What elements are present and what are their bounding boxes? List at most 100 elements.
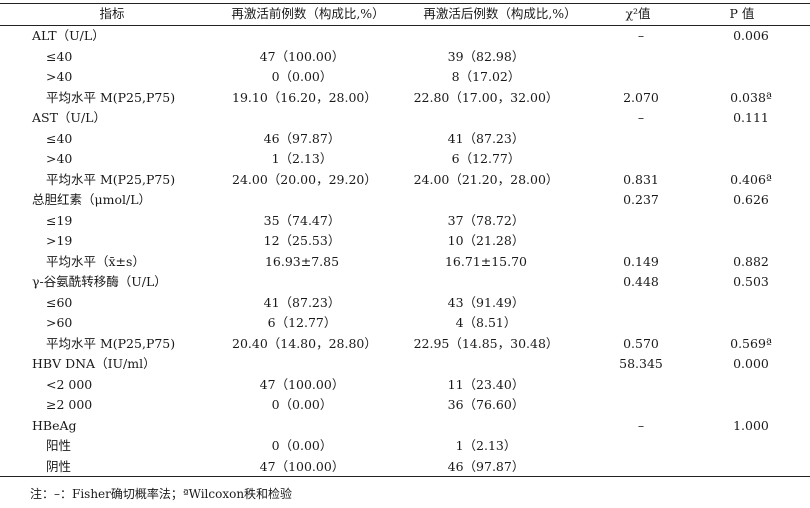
table-row: 阴性 47（100.00） 46（97.87）	[0, 457, 810, 477]
row-before-value: 6（12.77）	[267, 315, 337, 330]
table-row: ≤40 47（100.00） 39（82.98）	[0, 47, 810, 67]
row-chi-square: 0.237	[623, 192, 659, 207]
row-label: HBeAg	[32, 417, 77, 433]
row-p-value: 0.882	[733, 253, 769, 269]
row-after-value: 22.95（14.85，30.48）	[413, 335, 559, 351]
table-row: ≤60 41（87.23） 43（91.49）	[0, 293, 810, 313]
table-header-rule	[0, 25, 810, 26]
row-chi-square: –	[637, 110, 645, 125]
header-indicator: 指标	[99, 6, 125, 21]
row-label: ALT（U/L）	[32, 28, 105, 43]
table-row: ≤40 46（97.87） 41（87.23）	[0, 129, 810, 149]
row-before-value: 19.10（16.20，28.00）	[232, 89, 377, 105]
row-after-value: 46（97.87）	[447, 458, 525, 474]
row-before-value: 47（100.00）	[259, 376, 345, 392]
row-label: >60	[46, 315, 73, 330]
table-row: ≥2 000 0（0.00） 36（76.60）	[0, 395, 810, 415]
table-row: ALT（U/L） – 0.006	[0, 26, 810, 46]
row-after-value: 43（91.49）	[447, 294, 525, 310]
row-after-value: 6（12.77）	[451, 151, 521, 166]
row-label: 平均水平 M(P25,P75)	[46, 89, 176, 105]
row-chi-square: 58.345	[619, 356, 663, 371]
row-after-value: 4（8.51）	[455, 315, 517, 330]
row-before-value: 12（25.53）	[263, 233, 341, 248]
table-row: 平均水平（x̄±s） 16.93±7.85 16.71±15.70 0.149 0.88…	[0, 252, 810, 272]
table-bottom-rule	[0, 476, 810, 478]
row-label: >19	[46, 233, 73, 248]
row-p-value: 0.006	[733, 28, 769, 43]
table-row: HBV DNA（IU/ml） 58.345 0.000	[0, 354, 810, 374]
row-p-value: 0.569ª	[730, 335, 772, 351]
row-label: ≤19	[46, 212, 73, 228]
row-label: HBV DNA（IU/ml）	[32, 356, 156, 371]
row-label: 平均水平 M(P25,P75)	[46, 171, 176, 187]
table-row: γ-谷氨酰转移酶（U/L） 0.448 0.503	[0, 272, 810, 292]
table-row: ≤19 35（74.47） 37（78.72）	[0, 211, 810, 231]
table-row: HBeAg – 1.000	[0, 416, 810, 436]
row-label: ≥2 000	[46, 397, 93, 412]
row-before-value: 1（2.13）	[271, 151, 333, 166]
row-chi-square: 0.831	[623, 171, 659, 187]
row-chi-square: 0.448	[623, 274, 659, 289]
header-chi-square: χ²值	[625, 6, 651, 21]
row-label: ≤40	[46, 130, 73, 146]
row-label: ≤60	[46, 294, 73, 310]
row-before-value: 0（0.00）	[271, 397, 333, 412]
row-before-value: 35（74.47）	[263, 212, 341, 228]
row-before-value: 24.00（20.00，29.20）	[232, 171, 377, 187]
table-row: 平均水平 M(P25,P75) 20.40（14.80，28.80） 22.95（1…	[0, 334, 810, 354]
row-after-value: 37（78.72）	[447, 212, 525, 228]
row-after-value: 16.71±15.70	[444, 253, 528, 269]
row-label: 总胆红素（μmol/L）	[32, 192, 152, 207]
table-row: 阳性 0（0.00） 1（2.13）	[0, 436, 810, 456]
row-label: 平均水平（x̄±s）	[46, 253, 145, 269]
row-p-value: 0.626	[733, 192, 769, 207]
row-label: ≤40	[46, 48, 73, 64]
table-row: >40 0（0.00） 8（17.02）	[0, 67, 810, 87]
row-before-value: 0（0.00）	[271, 69, 333, 84]
table-row: >60 6（12.77） 4（8.51）	[0, 313, 810, 333]
table-footnote: 注：–：Fisher确切概率法；ªWilcoxon秩和检验	[30, 487, 293, 501]
row-before-value: 16.93±7.85	[264, 253, 340, 269]
row-after-value: 41（87.23）	[447, 130, 525, 146]
row-chi-square: 0.149	[623, 253, 659, 269]
row-before-value: 46（97.87）	[263, 130, 341, 146]
row-after-value: 36（76.60）	[447, 397, 525, 412]
row-p-value: 0.038ª	[730, 89, 772, 105]
table-top-rule	[0, 3, 810, 5]
table-row: 平均水平 M(P25,P75) 19.10（16.20，28.00） 22.80（1…	[0, 88, 810, 108]
row-label: γ-谷氨酰转移酶（U/L）	[32, 274, 167, 289]
row-label: 平均水平 M(P25,P75)	[46, 335, 176, 351]
row-p-value: 0.503	[733, 274, 769, 289]
row-p-value: 0.406ª	[730, 171, 772, 187]
row-label: >40	[46, 151, 73, 166]
row-label: 阴性	[46, 458, 72, 474]
row-after-value: 10（21.28）	[447, 233, 525, 248]
row-chi-square: 0.570	[623, 335, 659, 351]
table-row: <2 000 47（100.00） 11（23.40）	[0, 375, 810, 395]
row-label: <2 000	[46, 376, 93, 392]
row-p-value: 0.000	[733, 356, 769, 371]
row-before-value: 0（0.00）	[271, 438, 333, 453]
header-p-value: P 值	[729, 6, 755, 21]
row-label: >40	[46, 69, 73, 84]
table-row: >19 12（25.53） 10（21.28）	[0, 231, 810, 251]
row-after-value: 39（82.98）	[447, 48, 525, 64]
table-header-row: 指标 再激活前例数（构成比,%） 再激活后例数（构成比,%） χ²值 P 值	[0, 4, 810, 24]
row-before-value: 20.40（14.80，28.80）	[232, 335, 377, 351]
row-chi-square: 2.070	[623, 89, 659, 105]
row-after-value: 11（23.40）	[447, 376, 525, 392]
table-row: >40 1（2.13） 6（12.77）	[0, 149, 810, 169]
row-before-value: 41（87.23）	[263, 294, 341, 310]
row-before-value: 47（100.00）	[259, 48, 345, 64]
row-after-value: 24.00（21.20，28.00）	[413, 171, 559, 187]
header-after: 再激活后例数（构成比,%）	[423, 6, 577, 21]
row-after-value: 22.80（17.00，32.00）	[413, 89, 559, 105]
row-p-value: 0.111	[733, 110, 769, 125]
row-before-value: 47（100.00）	[259, 458, 345, 474]
header-before: 再激活前例数（构成比,%）	[231, 6, 385, 21]
row-chi-square: –	[637, 28, 645, 43]
row-p-value: 1.000	[733, 417, 769, 433]
row-chi-square: –	[637, 417, 645, 433]
table-row: 平均水平 M(P25,P75) 24.00（20.00，29.20） 24.00（2…	[0, 170, 810, 190]
